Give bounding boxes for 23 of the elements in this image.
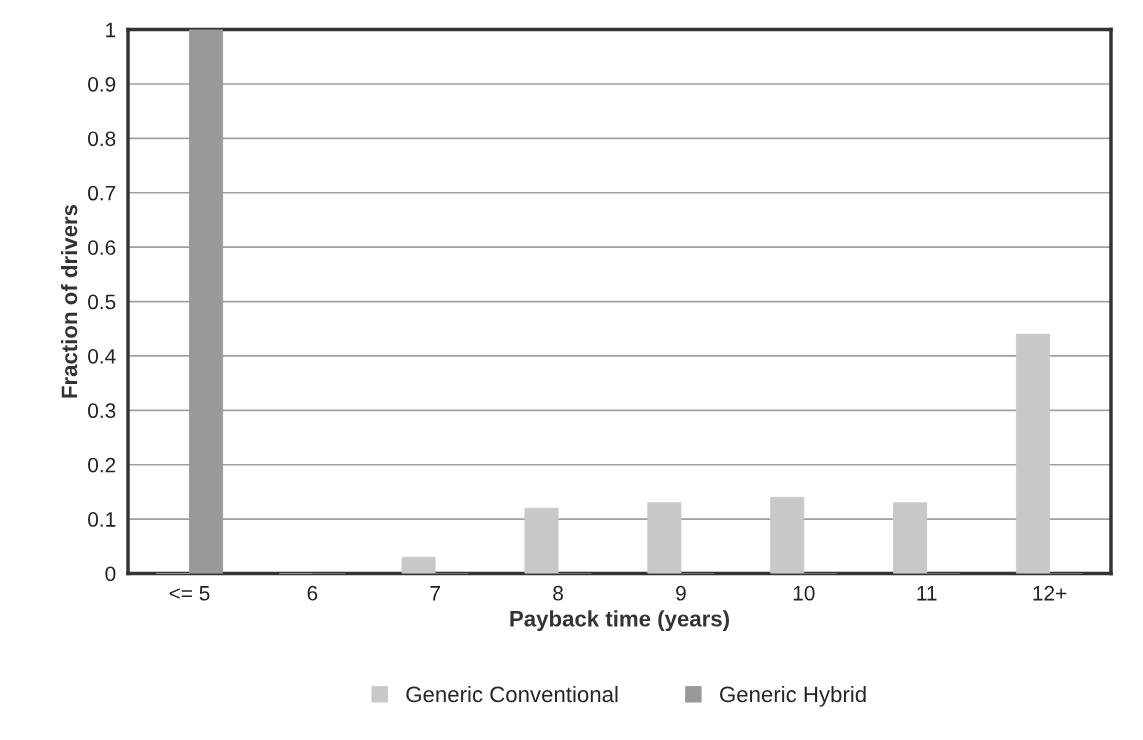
- x-tick-label: <= 5: [169, 586, 210, 601]
- x-tick-label: 10: [793, 585, 815, 601]
- x-tick-label: 6: [307, 585, 318, 601]
- y-tick-label: 0.8: [88, 131, 116, 147]
- y-tick-label: 0.2: [88, 457, 116, 473]
- x-tick-label: 9: [676, 585, 686, 601]
- y-tick-label: 0.7: [88, 185, 116, 201]
- x-tick-label: 12+: [1033, 585, 1067, 601]
- legend-label: Generic Hybrid: [720, 685, 866, 707]
- y-tick-label: 0.9: [88, 76, 116, 92]
- x-tick-label: 8: [553, 585, 563, 601]
- y-tick-label: 0.3: [88, 403, 116, 419]
- y-tick-label: 1: [106, 22, 116, 38]
- legend-label: Generic Conventional: [406, 685, 618, 703]
- y-tick-label: 0.5: [88, 294, 116, 310]
- y-tick-label: 0.6: [88, 240, 116, 255]
- x-axis-title: Payback time (years): [510, 610, 729, 631]
- y-tick-label: 0.4: [88, 348, 116, 364]
- y-tick-label: 0.1: [88, 512, 116, 527]
- y-tick-label: 0: [105, 566, 116, 582]
- y-axis-title: Fraction of drivers: [60, 204, 78, 398]
- x-tick-label: 7: [430, 586, 440, 601]
- x-tick-label: 11: [917, 586, 937, 601]
